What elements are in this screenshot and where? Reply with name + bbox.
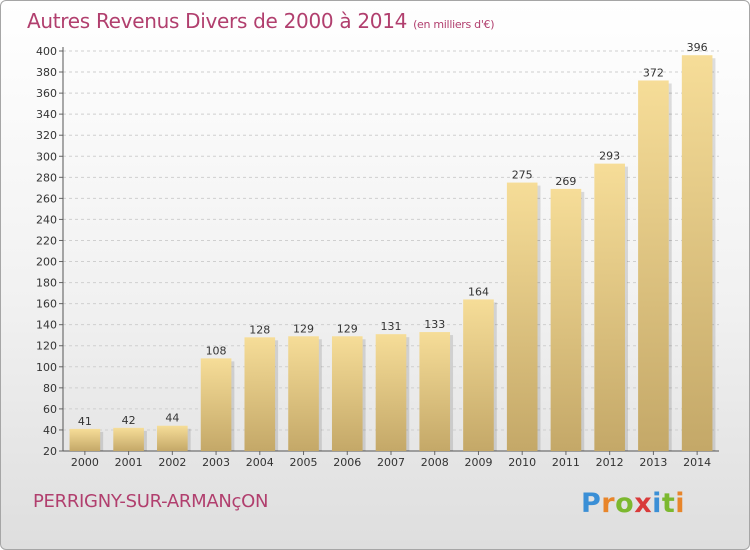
data-label: 133 (424, 318, 445, 331)
bar (681, 55, 713, 452)
bar (200, 358, 232, 451)
data-label: 275 (512, 169, 533, 182)
x-tick-label: 2001 (115, 456, 143, 469)
y-tick-label: 60 (43, 403, 57, 416)
data-label: 129 (293, 322, 314, 335)
data-label: 131 (381, 320, 402, 333)
logo-letter: t (661, 488, 676, 519)
x-tick-label: 2011 (552, 456, 580, 469)
y-tick-label: 160 (36, 298, 57, 311)
proxiti-logo: Proxiti (581, 488, 685, 519)
x-tick-label: 2012 (596, 456, 624, 469)
y-tick-label: 360 (36, 87, 57, 100)
x-tick-label: 2003 (202, 456, 230, 469)
bar (331, 336, 363, 451)
data-label: 41 (78, 415, 92, 428)
y-tick-label: 240 (36, 213, 57, 226)
data-label: 42 (122, 414, 136, 427)
x-tick-label: 2014 (683, 456, 711, 469)
x-tick-label: 2007 (377, 456, 405, 469)
bar (375, 334, 407, 451)
logo-letter: o (615, 488, 635, 519)
y-tick-label: 180 (36, 277, 57, 290)
y-tick-label: 320 (36, 129, 57, 142)
y-tick-label: 80 (43, 382, 57, 395)
data-label: 372 (643, 66, 664, 79)
title-text: Autres Revenus Divers de 2000 à 2014 (27, 9, 408, 33)
logo-letter: x (634, 488, 653, 519)
data-label: 128 (249, 323, 270, 336)
bar (288, 336, 319, 451)
x-tick-label: 2005 (290, 456, 318, 469)
x-tick-label: 2002 (158, 456, 186, 469)
data-label: 44 (165, 412, 179, 425)
commune-name: PERRIGNY-SUR-ARMANçON (33, 491, 269, 512)
y-tick-label: 20 (43, 445, 57, 458)
y-tick-label: 120 (36, 340, 57, 353)
x-tick-label: 2013 (639, 456, 667, 469)
y-tick-label: 200 (36, 256, 57, 269)
y-tick-label: 340 (36, 108, 57, 121)
y-tick-label: 140 (36, 319, 57, 332)
y-tick-label: 280 (36, 171, 57, 184)
bar (550, 188, 582, 452)
y-tick-label: 220 (36, 234, 57, 247)
bar (69, 428, 101, 451)
data-label: 129 (337, 322, 358, 335)
bar (157, 425, 188, 451)
x-tick-label: 2008 (421, 456, 449, 469)
title-unit: (en milliers d'€) (413, 18, 495, 31)
y-tick-label: 40 (43, 424, 57, 437)
x-tick-label: 2010 (508, 456, 536, 469)
y-tick-label: 400 (36, 45, 57, 58)
data-label: 293 (599, 150, 620, 163)
y-tick-label: 380 (36, 66, 57, 79)
logo-letter: P (581, 488, 602, 519)
x-tick-label: 2009 (464, 456, 492, 469)
logo-letter: r (601, 488, 616, 519)
x-tick-label: 2006 (333, 456, 361, 469)
y-tick-label: 300 (36, 150, 57, 163)
bar (113, 427, 144, 451)
data-label: 108 (206, 344, 227, 357)
bar (419, 332, 451, 451)
x-tick-label: 2000 (71, 456, 99, 469)
bar (463, 299, 494, 451)
bar (244, 337, 276, 451)
logo-letter: i (652, 488, 662, 519)
x-tick-label: 2004 (246, 456, 274, 469)
chart-title: Autres Revenus Divers de 2000 à 2014 (en … (27, 9, 495, 33)
bar (638, 80, 669, 451)
y-tick-label: 260 (36, 192, 57, 205)
data-label: 164 (468, 285, 489, 298)
logo-letter: i (675, 488, 686, 519)
bar (506, 182, 538, 451)
data-label: 269 (555, 175, 576, 188)
data-label: 396 (687, 41, 708, 54)
y-tick-label: 100 (36, 361, 57, 374)
bar (594, 163, 625, 451)
